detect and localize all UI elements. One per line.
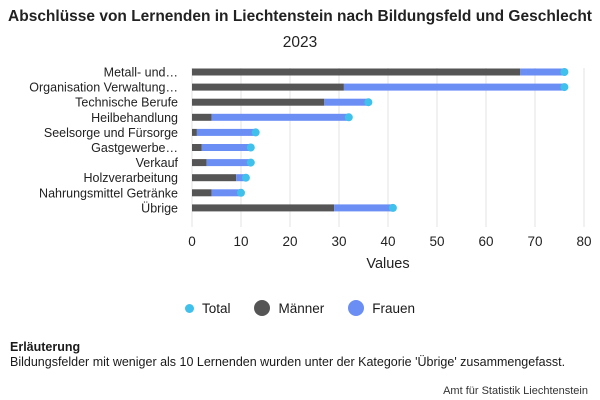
bar-maenner	[192, 174, 237, 182]
category-label: Organisation Verwaltung…	[29, 81, 178, 95]
bar-frauen	[236, 174, 246, 182]
x-tick-label: 10	[233, 234, 248, 249]
bar-maenner	[192, 98, 325, 106]
bar-maenner	[192, 204, 335, 212]
bar-frauen	[201, 144, 251, 151]
note-text: Bildungsfelder mit weniger als 10 Lernen…	[10, 355, 566, 369]
x-tick-label: 50	[429, 234, 444, 249]
x-tick-label: 20	[282, 234, 297, 249]
legend-label-total: Total	[201, 300, 231, 316]
category-label: Metall- und…	[104, 66, 178, 80]
category-label: Heilbehandlung	[91, 111, 178, 125]
legend-label-maenner: Männer	[278, 300, 325, 316]
total-marker	[237, 188, 245, 197]
x-tick-label: 0	[188, 234, 196, 249]
legend-item-frauen[interactable]: Frauen	[348, 300, 415, 316]
total-marker	[560, 68, 569, 76]
legend-dot-frauen	[348, 300, 365, 316]
note-title: Erläuterung	[10, 340, 81, 354]
legend-label-frauen: Frauen	[372, 300, 416, 316]
category-label: Holzverarbeitung	[84, 171, 179, 185]
category-label: Technische Berufe	[75, 96, 178, 110]
x-tick-label: 40	[380, 234, 395, 249]
category-label: Übrige	[141, 201, 178, 215]
bar-frauen	[324, 98, 369, 106]
category-label: Nahrungsmittel Getränke	[39, 186, 178, 200]
bar-maenner	[192, 189, 212, 197]
bar-frauen	[196, 128, 256, 136]
bar-frauen	[211, 113, 349, 121]
x-tick-label: 70	[527, 234, 542, 249]
x-tick-label: 30	[331, 234, 346, 249]
chart-title: Abschlüsse von Lernenden in Liechtenstei…	[8, 8, 592, 25]
bar-maenner	[192, 144, 202, 151]
category-label: Seelsorge und Fürsorge	[44, 126, 178, 140]
bar-maenner	[192, 128, 197, 136]
bar-maenner	[192, 68, 521, 76]
legend: Total Männer Frauen	[0, 300, 600, 316]
total-marker	[251, 128, 260, 137]
total-marker	[364, 98, 373, 107]
x-axis-title: Values	[366, 256, 409, 272]
x-tick-label: 60	[478, 234, 493, 249]
bar-chart: Metall- und…Organisation Verwaltung…Tech…	[29, 66, 591, 273]
legend-dot-maenner	[254, 300, 271, 316]
chart-subtitle: 2023	[282, 34, 318, 51]
bar-maenner	[192, 113, 212, 121]
x-tick-label: 80	[576, 234, 591, 249]
bar-frauen	[520, 68, 565, 76]
bar-frauen	[343, 83, 565, 91]
category-label: Verkauf	[136, 156, 179, 170]
category-label: Gastgewerbe…	[91, 141, 178, 155]
total-marker	[246, 158, 255, 167]
bar-frauen	[334, 204, 393, 212]
legend-dot-total	[184, 303, 194, 313]
bar-frauen	[211, 189, 241, 197]
bar-frauen	[206, 159, 251, 167]
total-marker	[241, 173, 250, 182]
legend-item-maenner[interactable]: Männer	[254, 300, 324, 316]
total-marker	[344, 113, 353, 122]
total-marker	[246, 143, 255, 152]
source-credit: Amt für Statistik Liechtenstein	[443, 385, 588, 397]
bar-maenner	[192, 159, 207, 167]
total-marker	[560, 83, 569, 92]
bar-maenner	[192, 83, 344, 91]
total-marker	[388, 203, 397, 212]
legend-item-total[interactable]: Total	[184, 300, 231, 316]
